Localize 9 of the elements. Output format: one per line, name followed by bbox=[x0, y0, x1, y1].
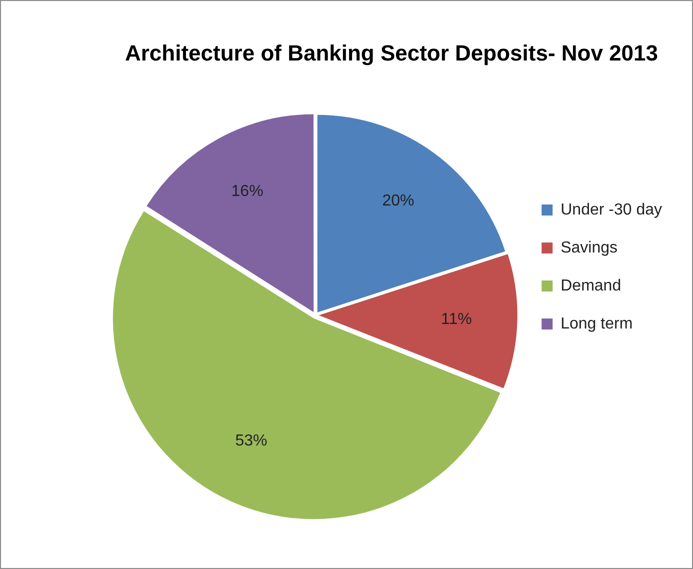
data-label: 16% bbox=[231, 182, 264, 200]
data-label: 11% bbox=[440, 311, 472, 328]
legend-label: Demand bbox=[560, 277, 622, 294]
data-label: 53% bbox=[235, 432, 268, 450]
legend-label: Long term bbox=[560, 315, 633, 332]
legend-label: Under -30 day bbox=[560, 201, 662, 218]
chart-title: Architecture of Banking Sector Deposits- Nov 2013 bbox=[124, 40, 658, 66]
data-label: 20% bbox=[382, 192, 414, 210]
legend-label: Savings bbox=[560, 239, 618, 256]
